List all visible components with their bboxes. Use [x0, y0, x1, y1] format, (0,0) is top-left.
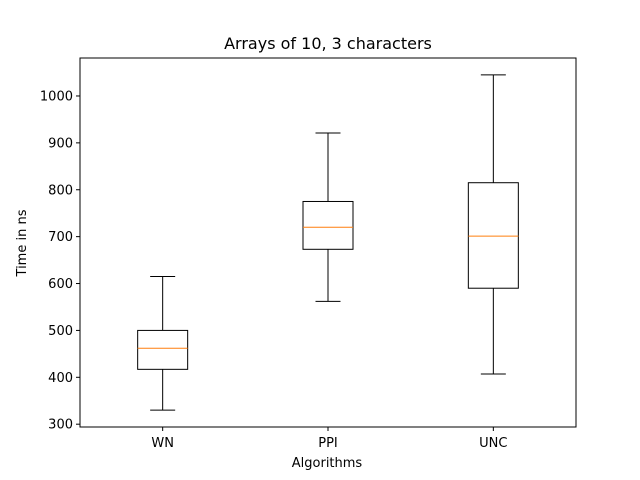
- y-tick-label: 700: [48, 230, 73, 245]
- y-tick-label: 1000: [40, 89, 73, 104]
- x-axis-title: Algorithms: [292, 456, 363, 471]
- boxes-group: [137, 74, 519, 411]
- x-axis: WN PPI UNC: [151, 427, 507, 451]
- y-axis: 300 400 500 600 700 800 900 1000: [40, 89, 80, 433]
- y-tick-label: 400: [48, 371, 73, 386]
- y-tick-label: 800: [48, 183, 73, 198]
- y-tick-label: 500: [48, 324, 73, 339]
- y-tick-label: 900: [48, 136, 73, 151]
- x-tick-label: UNC: [479, 436, 507, 451]
- y-tick-label: 300: [48, 418, 73, 433]
- y-tick-label: 600: [48, 277, 73, 292]
- box-wn: [137, 275, 189, 411]
- x-tick-label: PPI: [318, 436, 338, 451]
- box-unc: [467, 74, 519, 375]
- x-tick-label: WN: [151, 436, 174, 451]
- iqr-box: [137, 329, 189, 370]
- y-axis-title: Time in ns: [15, 209, 30, 277]
- iqr-box: [302, 200, 354, 250]
- box-ppi: [302, 132, 354, 302]
- plot-area-frame: [79, 57, 577, 428]
- chart-title: Arrays of 10, 3 characters: [224, 34, 432, 53]
- iqr-box: [467, 182, 519, 289]
